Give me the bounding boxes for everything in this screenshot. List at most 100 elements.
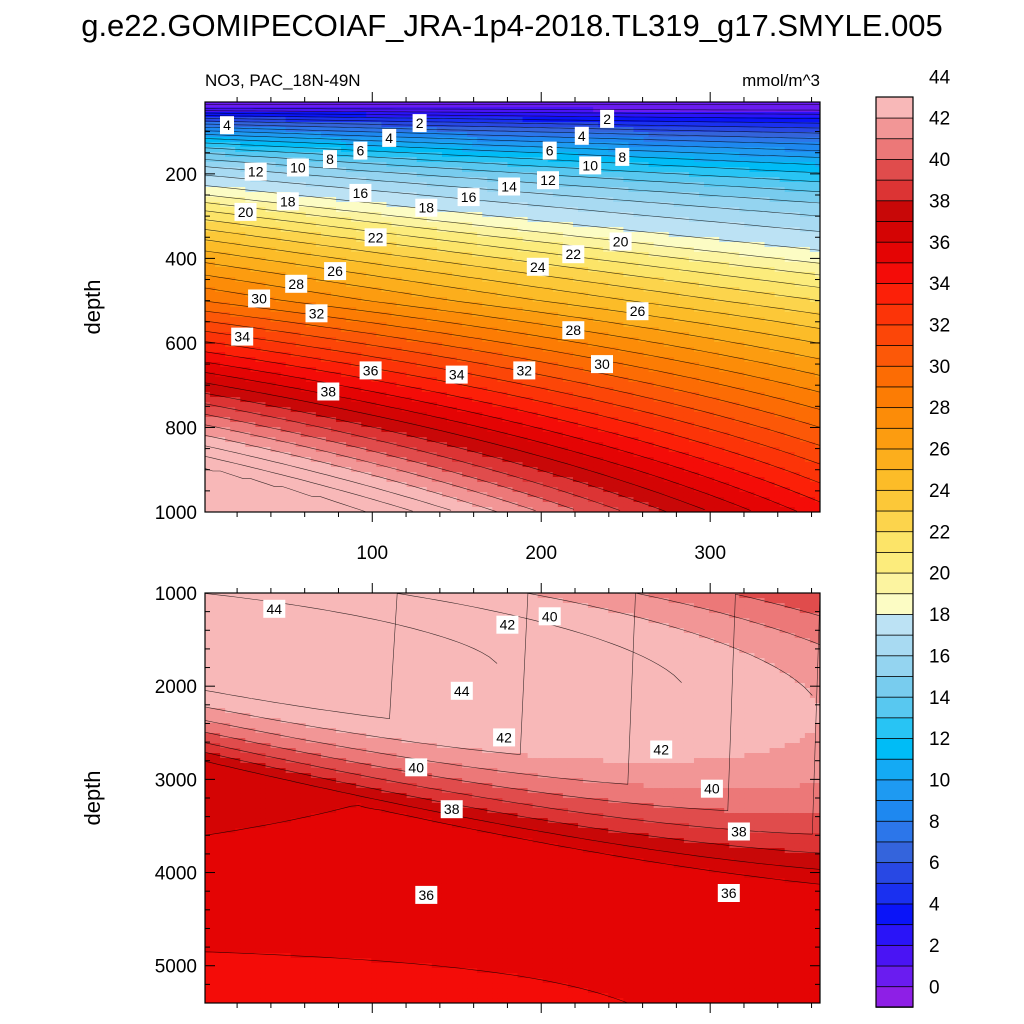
upper-cell: [472, 377, 478, 383]
upper-cell: [477, 407, 483, 413]
upper-cell: [305, 462, 312, 468]
upper-cell: [285, 307, 292, 313]
upper-cell: [331, 112, 337, 118]
upper-cell: [260, 427, 267, 433]
upper-cell: [487, 477, 493, 483]
upper-cell: [477, 342, 483, 348]
upper-cell: [230, 502, 236, 508]
upper-cell: [310, 172, 317, 178]
upper-cell: [436, 407, 443, 413]
upper-cell: [396, 432, 403, 438]
upper-cell: [265, 257, 272, 263]
upper-cell: [315, 212, 322, 218]
upper-cell: [492, 282, 498, 288]
upper-cell: [406, 202, 413, 208]
upper-cell: [336, 182, 342, 188]
upper-cell: [487, 122, 493, 128]
upper-cell: [502, 432, 509, 438]
upper-cell: [250, 452, 257, 458]
upper-cell: [436, 472, 443, 478]
upper-cell: [250, 382, 257, 388]
upper-cell: [361, 107, 367, 113]
upper-cell: [361, 377, 367, 383]
upper-cell: [386, 442, 393, 448]
upper-cell: [255, 112, 262, 118]
upper-cell: [391, 232, 398, 238]
upper-cell: [446, 442, 453, 448]
upper-cell: [452, 207, 458, 213]
upper-cell: [305, 127, 312, 133]
upper-cell: [356, 297, 362, 303]
upper-cell: [467, 442, 473, 448]
upper-cell: [356, 307, 362, 313]
upper-cell: [315, 287, 322, 293]
upper-cell: [356, 397, 362, 403]
upper-cell: [467, 477, 473, 483]
upper-cell: [497, 277, 504, 283]
upper-cell: [295, 237, 302, 243]
upper-cell: [310, 177, 317, 183]
upper-cell: [431, 227, 438, 233]
upper-cell: [376, 467, 383, 473]
upper-cell: [492, 252, 498, 258]
upper-cell: [386, 377, 393, 383]
upper-cell: [320, 177, 327, 183]
upper-cell: [361, 207, 367, 213]
upper-cell: [265, 357, 272, 363]
upper-cell: [290, 467, 297, 473]
upper-cell: [371, 452, 377, 458]
upper-cell: [215, 462, 221, 468]
upper-cell: [240, 347, 246, 353]
upper-cell: [305, 467, 312, 473]
upper-cell: [507, 407, 514, 413]
upper-cell: [487, 347, 493, 353]
upper-cell: [336, 292, 342, 298]
upper-cell: [401, 272, 408, 278]
upper-cell: [270, 427, 277, 433]
upper-cell: [205, 147, 211, 153]
upper-cell: [331, 202, 337, 208]
upper-cell: [341, 112, 347, 118]
upper-cell: [250, 397, 257, 403]
upper-cell: [431, 127, 438, 133]
upper-cell: [300, 487, 307, 493]
upper-cell: [431, 222, 438, 228]
upper-cell: [325, 427, 332, 433]
upper-cell: [477, 347, 483, 353]
upper-cell: [452, 117, 458, 123]
upper-cell: [457, 422, 463, 428]
upper-cell: [366, 492, 372, 498]
upper-cell: [270, 402, 277, 408]
upper-cell: [220, 482, 226, 488]
upper-cell: [351, 332, 357, 338]
upper-cell: [341, 322, 347, 328]
upper-cell: [280, 147, 287, 153]
upper-cell: [245, 477, 251, 483]
upper-cell: [336, 457, 342, 463]
upper-cell: [260, 462, 267, 468]
upper-cell: [295, 437, 302, 443]
upper-cell: [225, 157, 231, 163]
upper-cell: [275, 487, 282, 493]
upper-cell: [441, 372, 448, 378]
upper-cell: [245, 432, 251, 438]
upper-cell: [351, 297, 357, 303]
upper-cell: [441, 452, 448, 458]
upper-cell: [290, 372, 297, 378]
upper-cell: [396, 362, 403, 368]
upper-cell: [467, 312, 473, 318]
upper-cell: [300, 342, 307, 348]
upper-cell: [351, 382, 357, 388]
upper-cell: [220, 322, 226, 328]
upper-cell: [416, 302, 423, 308]
upper-cell: [280, 142, 287, 148]
upper-cell: [452, 162, 458, 168]
upper-cell: [336, 412, 342, 418]
upper-cell: [356, 157, 362, 163]
upper-cell: [270, 202, 277, 208]
upper-cell: [401, 212, 408, 218]
upper-cell: [230, 427, 236, 433]
upper-cell: [411, 142, 418, 148]
upper-cell: [250, 442, 257, 448]
upper-cell: [477, 267, 483, 273]
